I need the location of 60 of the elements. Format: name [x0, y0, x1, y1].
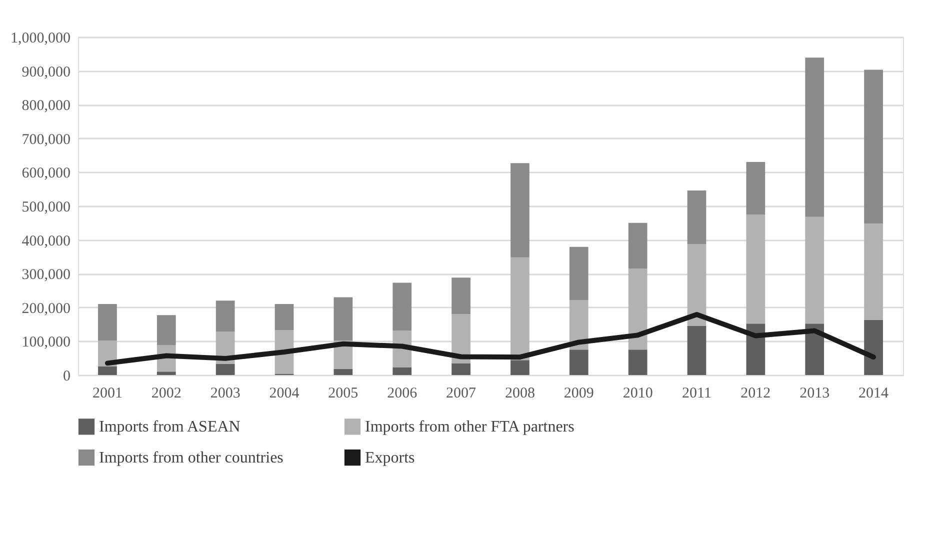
y-tick-label: 500,000	[22, 200, 70, 216]
legend-label: Exports	[365, 450, 415, 466]
x-tick-label: 2004	[269, 386, 300, 402]
bar	[216, 364, 235, 375]
bar	[98, 366, 117, 375]
bar	[392, 282, 412, 331]
y-tick-label: 900,000	[22, 64, 70, 80]
bar	[156, 372, 176, 375]
bar	[334, 297, 353, 341]
bar	[687, 244, 706, 326]
legend-label: Imports from ASEAN	[99, 418, 241, 436]
bar	[510, 360, 530, 375]
legend-label: Imports from other countries	[99, 450, 284, 466]
y-tick-label: 600,000	[22, 166, 70, 182]
x-tick-label: 2010	[622, 386, 653, 402]
bar	[274, 304, 294, 330]
bar	[452, 364, 470, 375]
x-tick-label: 2012	[740, 386, 771, 402]
bar	[156, 315, 176, 346]
y-tick-label: 700,000	[22, 132, 70, 148]
x-tick-label: 2006	[387, 386, 418, 402]
bar	[864, 224, 883, 320]
bar	[569, 350, 588, 375]
y-tick-label: 1,000,000	[10, 30, 70, 46]
legend-label: Imports from other FTA partners	[365, 418, 574, 436]
bar	[628, 222, 648, 269]
bar	[628, 268, 648, 350]
x-tick-label: 2005	[328, 386, 358, 402]
x-tick-label: 2001	[92, 386, 122, 402]
bar	[569, 246, 588, 300]
x-tick-label: 2013	[800, 386, 830, 402]
x-tick-label: 2009	[564, 386, 594, 402]
x-tick-label: 2011	[682, 386, 712, 402]
x-tick-label: 2007	[446, 386, 477, 402]
x-tick-label: 2002	[151, 386, 182, 402]
bar	[216, 300, 235, 332]
bar	[746, 162, 766, 215]
bar	[510, 257, 530, 360]
bar	[392, 367, 412, 375]
y-tick-label: 400,000	[22, 233, 70, 250]
y-tick-label: 200,000	[22, 300, 70, 317]
bar	[98, 304, 117, 341]
y-tick-label: 0	[63, 368, 70, 384]
bar	[687, 326, 706, 375]
bar	[628, 350, 648, 375]
x-tick-label: 2008	[504, 386, 535, 402]
bar	[452, 278, 470, 314]
y-tick-label: 300,000	[22, 267, 70, 284]
bar	[510, 163, 530, 258]
bar	[746, 214, 766, 324]
x-tick-label: 2003	[210, 386, 240, 402]
bar	[334, 368, 353, 375]
y-tick-label: 100,000	[22, 334, 70, 351]
x-tick-label: 2014	[858, 386, 890, 402]
y-tick-label: 800,000	[22, 98, 70, 114]
bar	[864, 70, 883, 224]
bar	[805, 216, 824, 324]
bar	[864, 320, 883, 375]
bar	[805, 58, 824, 217]
bar	[687, 190, 706, 244]
